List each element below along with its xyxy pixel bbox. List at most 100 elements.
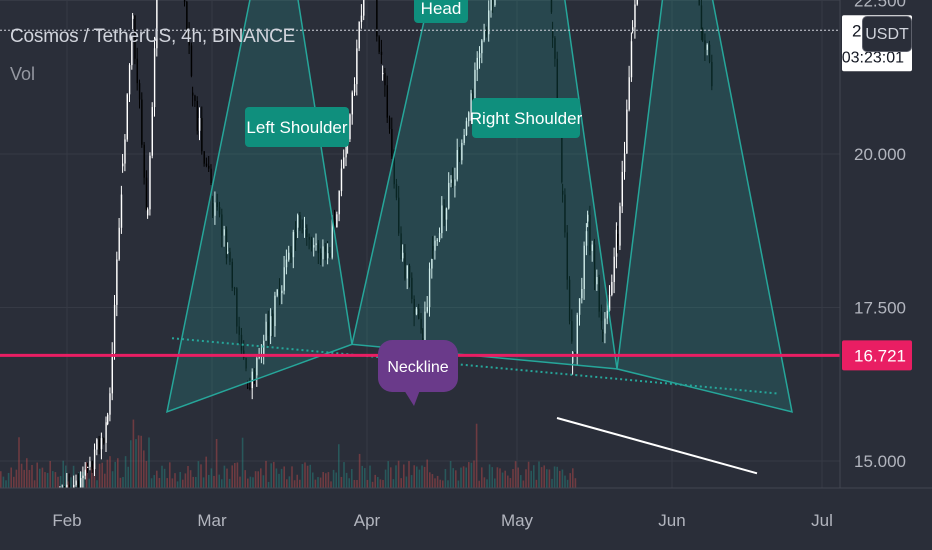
candle-body <box>201 117 203 152</box>
volume-bar <box>65 465 67 488</box>
volume-bars <box>0 419 577 488</box>
candle-body <box>556 58 558 113</box>
candle-body <box>454 179 456 186</box>
candle-body <box>345 142 347 158</box>
volume-bar <box>5 480 7 488</box>
candle-body <box>198 117 201 131</box>
volume-bar <box>455 470 457 488</box>
volume-bar <box>478 480 480 488</box>
volume-indicator-label[interactable]: Vol <box>10 64 36 84</box>
volume-bar <box>390 467 392 488</box>
volume-bar <box>553 466 556 488</box>
currency-button[interactable]: USDT <box>862 16 912 52</box>
candle-body <box>384 72 386 86</box>
candle-body <box>568 279 571 322</box>
head-triangle[interactable] <box>351 0 618 370</box>
x-tick-label: Mar <box>197 511 227 530</box>
volume-bar <box>566 479 569 488</box>
right-shoulder-triangle[interactable] <box>616 0 793 413</box>
volume-bar <box>98 463 101 488</box>
x-tick-label: Jul <box>811 511 833 530</box>
candle-body <box>245 358 247 369</box>
candle-body <box>218 207 221 215</box>
candle-body <box>576 314 578 354</box>
candle-body <box>626 109 628 154</box>
candle-body <box>301 228 303 230</box>
volume-bar <box>163 468 166 488</box>
left-shoulder-label[interactable]: Left Shoulder <box>245 107 349 147</box>
volume-bar <box>223 465 226 488</box>
price-axis[interactable]: 15.00017.50020.00022.50025.00027.50022.0… <box>840 0 932 550</box>
candle-body <box>216 202 218 208</box>
candle-body <box>393 156 395 185</box>
volume-bar <box>572 468 574 488</box>
volume-bar <box>36 462 38 488</box>
volume-bar <box>132 419 135 488</box>
candle-body <box>583 245 585 290</box>
volume-bar <box>239 476 241 488</box>
neckline-label[interactable]: Neckline <box>378 340 458 406</box>
volume-bar <box>257 471 259 488</box>
x-tick-label: Jun <box>658 511 685 530</box>
neckline-dotted-line[interactable] <box>171 337 778 395</box>
volume-trend-line[interactable] <box>556 417 758 475</box>
candle-body <box>86 469 89 471</box>
candle-body <box>258 356 260 359</box>
candle-body <box>297 215 299 228</box>
volume-bar <box>7 472 10 488</box>
volume-bar <box>306 465 309 488</box>
candle-body <box>91 461 93 470</box>
volume-bar <box>254 471 257 488</box>
volume-bar <box>296 474 298 488</box>
volume-bar <box>468 462 470 488</box>
candle-body <box>634 4 636 28</box>
volume-bar <box>564 475 566 488</box>
right-shoulder-label[interactable]: Right Shoulder <box>470 98 583 138</box>
volume-bar <box>527 461 530 488</box>
candle-body <box>183 0 186 2</box>
volume-bar <box>231 465 233 488</box>
volume-bar <box>546 469 548 488</box>
volume-bar <box>449 461 452 488</box>
left-shoulder-triangle[interactable] <box>166 0 353 414</box>
volume-bar <box>208 474 210 488</box>
candle-body <box>210 168 212 183</box>
y-tick-label: 22.500 <box>854 0 906 11</box>
volume-bar <box>483 477 486 488</box>
volume-bar <box>533 465 535 488</box>
volume-bar <box>418 469 421 488</box>
x-tick-label: May <box>501 511 534 530</box>
candle-body <box>281 290 283 294</box>
head-label[interactable]: Head <box>414 0 468 23</box>
volume-bar <box>304 462 306 488</box>
neckline-price-tag: 16.721 <box>854 346 906 365</box>
volume-bar <box>161 465 163 488</box>
volume-bar <box>387 461 389 488</box>
candle-body <box>227 251 229 253</box>
volume-bar <box>140 435 142 488</box>
volume-bar <box>218 474 220 488</box>
candle-body <box>231 261 233 288</box>
candle-body <box>221 214 223 236</box>
candle-body <box>402 252 404 259</box>
volume-bar <box>301 464 304 488</box>
candle-body <box>481 40 483 54</box>
volume-bar <box>348 478 350 488</box>
volume-bar <box>322 472 324 488</box>
volume-bar <box>361 465 363 488</box>
volume-bar <box>174 473 176 488</box>
volume-bar <box>44 472 46 488</box>
volume-bar <box>371 481 374 488</box>
volume-bar <box>473 460 475 488</box>
volume-bar <box>374 474 376 488</box>
candle-body <box>214 202 216 216</box>
volume-bar <box>280 468 283 488</box>
volume-bar <box>20 463 23 488</box>
volume-bar <box>145 461 148 488</box>
candle-body <box>303 228 306 230</box>
volume-bar <box>293 480 296 488</box>
volume-bar <box>291 466 293 488</box>
